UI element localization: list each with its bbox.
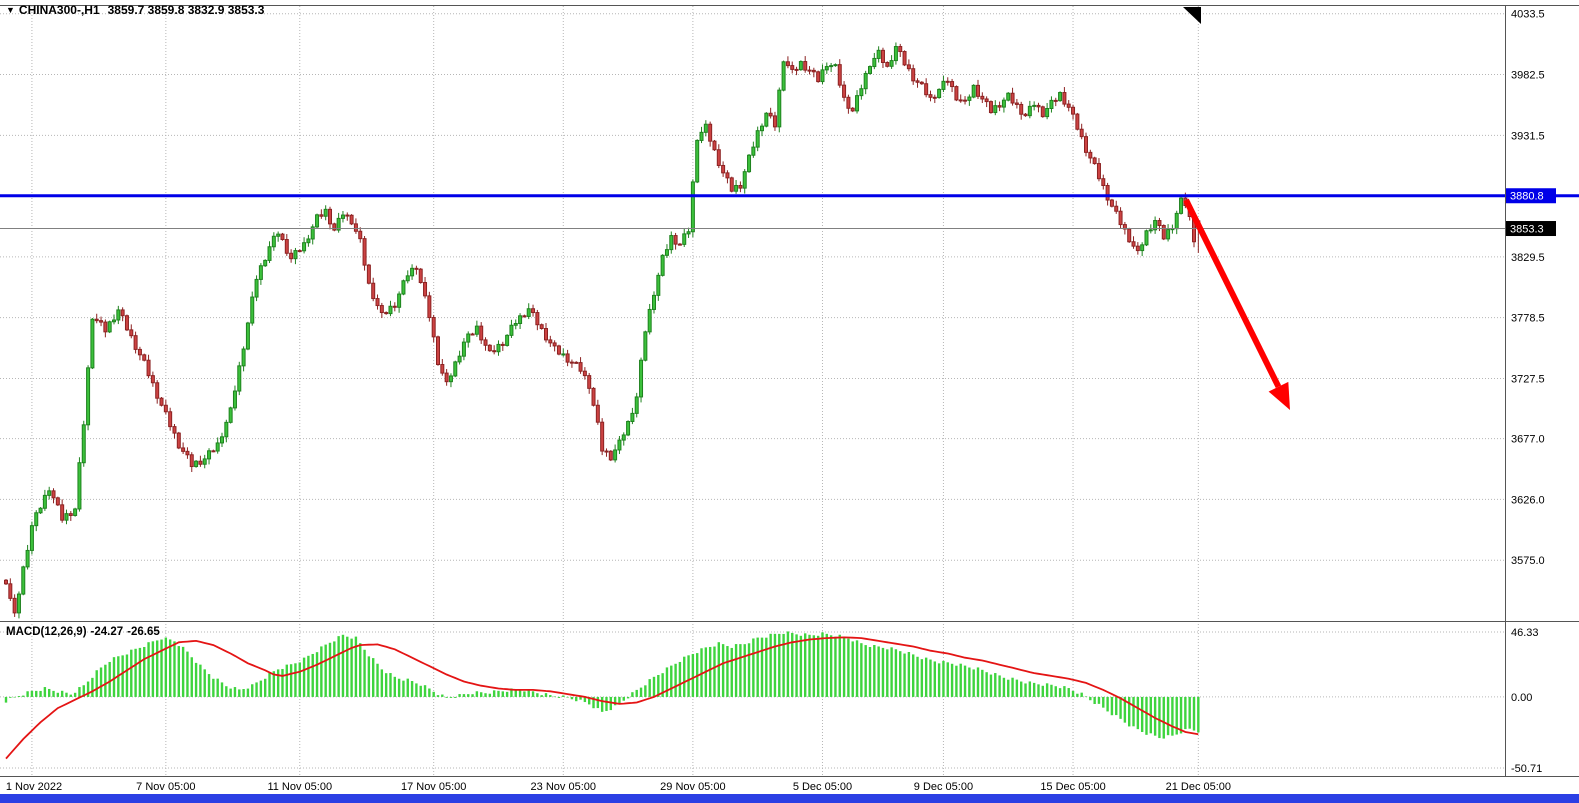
svg-text:3829.5: 3829.5 <box>1511 252 1545 264</box>
macd-signal-line <box>5 636 1199 760</box>
svg-text:9 Dec 05:00: 9 Dec 05:00 <box>914 781 973 793</box>
main-chart-area[interactable] <box>0 6 1505 621</box>
resistance-price-badge: 3880.8 <box>1506 188 1556 204</box>
svg-text:3931.5: 3931.5 <box>1511 130 1545 142</box>
symbol-period-label: CHINA300-,H1 <box>18 3 100 17</box>
svg-text:3853.3: 3853.3 <box>1510 224 1544 236</box>
svg-text:7 Nov 05:00: 7 Nov 05:00 <box>136 781 195 793</box>
ohlc-values: 3859.7 3859.8 3832.9 3853.3 <box>107 3 265 17</box>
svg-text:11 Nov 05:00: 11 Nov 05:00 <box>267 781 332 793</box>
svg-text:-50.71: -50.71 <box>1511 763 1542 775</box>
svg-text:1 Nov 2022: 1 Nov 2022 <box>6 781 62 793</box>
price-scale[interactable] <box>1506 6 1579 776</box>
svg-text:3982.5: 3982.5 <box>1511 70 1545 82</box>
svg-text:0.00: 0.00 <box>1511 692 1532 704</box>
svg-text:21 Dec 05:00: 21 Dec 05:00 <box>1166 781 1231 793</box>
svg-text:3727.5: 3727.5 <box>1511 373 1545 385</box>
macd-value: -24.27 <box>90 626 124 638</box>
macd-panel-area[interactable] <box>0 624 1505 776</box>
macd-histogram <box>4 631 1200 739</box>
svg-text:4033.5: 4033.5 <box>1511 9 1545 21</box>
chart-title: ▼ CHINA300-,H1 3859.7 3859.8 3832.9 3853.3 <box>6 3 264 17</box>
svg-text:15 Dec 05:00: 15 Dec 05:00 <box>1040 781 1105 793</box>
price-axis-labels: 4033.5 3982.5 3931.5 3829.5 3778.5 3727.5 3677… <box>1511 9 1545 567</box>
svg-text:5 Dec 05:00: 5 Dec 05:00 <box>793 781 852 793</box>
panel-borders <box>0 5 1579 777</box>
macd-axis-labels: 46.33 0.00 -50.71 <box>1511 627 1542 775</box>
svg-text:3880.8: 3880.8 <box>1510 191 1544 203</box>
svg-text:17 Nov 05:00: 17 Nov 05:00 <box>401 781 466 793</box>
macd-indicator-label: MACD(12,26,9) -24.27 -26.65 <box>6 626 164 638</box>
svg-text:3575.0: 3575.0 <box>1511 555 1545 567</box>
macd-signal-value: -26.65 <box>127 626 160 638</box>
chart-dropdown-icon[interactable]: ▼ <box>6 5 15 15</box>
candlestick-series <box>4 42 1201 619</box>
bottom-scrollbar[interactable] <box>0 794 1579 803</box>
time-scale[interactable] <box>0 777 1579 793</box>
svg-text:3778.5: 3778.5 <box>1511 313 1545 325</box>
chart-shift-icon[interactable] <box>1183 7 1201 24</box>
svg-text:46.33: 46.33 <box>1511 627 1539 639</box>
macd-name: MACD(12,26,9) <box>6 626 87 638</box>
svg-text:3677.0: 3677.0 <box>1511 434 1545 446</box>
trend-arrow[interactable] <box>1183 198 1290 410</box>
svg-text:23 Nov 05:00: 23 Nov 05:00 <box>531 781 596 793</box>
svg-text:3626.0: 3626.0 <box>1511 494 1545 506</box>
grid-lines <box>0 6 1506 776</box>
svg-text:29 Nov 05:00: 29 Nov 05:00 <box>660 781 725 793</box>
time-axis-labels: 1 Nov 2022 7 Nov 05:00 11 Nov 05:00 17 Nov … <box>6 781 1231 793</box>
current-price-badge: 3853.3 <box>1506 221 1556 237</box>
